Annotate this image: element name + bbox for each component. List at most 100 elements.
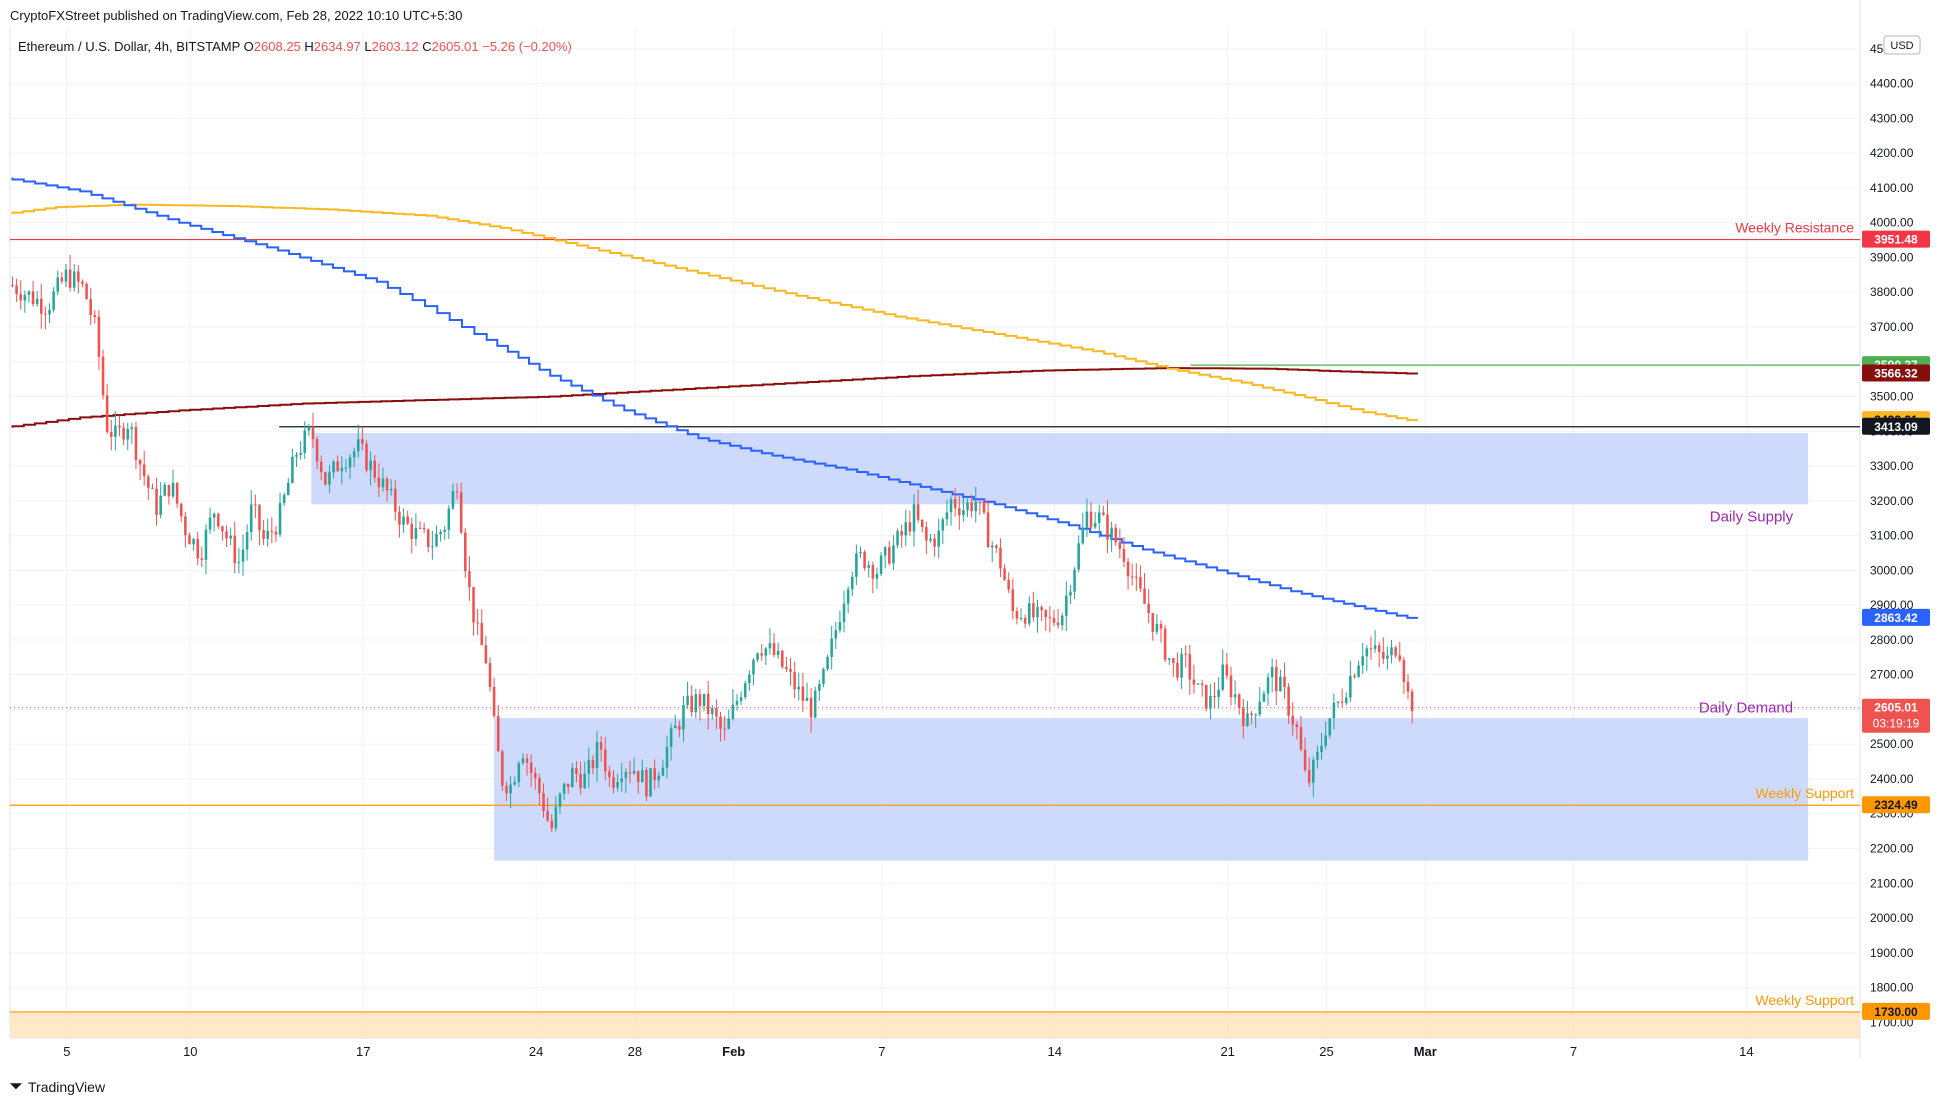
candle-body[interactable] [698, 694, 702, 707]
candle-body[interactable] [818, 683, 821, 691]
candle-body[interactable] [937, 530, 940, 547]
candle-body[interactable] [867, 565, 870, 568]
candle-body[interactable] [151, 487, 154, 489]
candle-body[interactable] [468, 571, 471, 588]
candle-body[interactable] [1200, 683, 1204, 685]
candle-body[interactable] [229, 535, 232, 539]
candle-body[interactable] [727, 718, 731, 729]
candle-body[interactable] [398, 511, 401, 525]
candle-body[interactable] [1336, 701, 1340, 703]
candle-body[interactable] [72, 271, 76, 288]
candle-body[interactable] [665, 746, 669, 768]
candle-body[interactable] [81, 281, 84, 284]
candle-body[interactable] [1316, 752, 1319, 760]
candle-body[interactable] [752, 659, 755, 675]
candle-body[interactable] [200, 558, 204, 560]
candle-body[interactable] [44, 313, 47, 315]
candle-body[interactable] [1102, 512, 1105, 515]
candle-body[interactable] [1073, 569, 1076, 592]
candle-body[interactable] [686, 695, 689, 706]
candle-body[interactable] [912, 504, 916, 532]
candle-body[interactable] [904, 522, 908, 536]
candle-body[interactable] [196, 539, 199, 559]
candle-body[interactable] [1270, 667, 1274, 678]
badge-2324[interactable] [1862, 796, 1930, 814]
candle-body[interactable] [1258, 701, 1262, 715]
candle-body[interactable] [1151, 613, 1155, 632]
candle-body[interactable] [776, 650, 780, 655]
candle-body[interactable] [1036, 607, 1039, 618]
candle-body[interactable] [1007, 579, 1010, 590]
candle-body[interactable] [974, 501, 978, 512]
badge-2605[interactable] [1862, 698, 1930, 733]
candle-body[interactable] [1283, 676, 1286, 687]
candle-body[interactable] [1147, 603, 1150, 614]
candle-body[interactable] [1069, 591, 1072, 596]
candle-body[interactable] [562, 783, 566, 794]
candle-body[interactable] [641, 770, 644, 783]
candle-body[interactable] [1027, 603, 1031, 624]
candle-body[interactable] [344, 467, 348, 469]
candle-body[interactable] [908, 522, 912, 532]
candle-body[interactable] [1225, 664, 1229, 676]
candle-body[interactable] [711, 708, 714, 715]
candle-body[interactable] [599, 742, 603, 750]
candle-body[interactable] [381, 478, 385, 488]
candle-body[interactable] [109, 431, 113, 437]
candle-body[interactable] [842, 603, 846, 622]
candle-body[interactable] [1312, 759, 1315, 783]
candle-body[interactable] [356, 439, 360, 452]
candle-body[interactable] [723, 728, 726, 730]
badge-3566[interactable] [1862, 364, 1930, 382]
candle-body[interactable] [669, 728, 673, 747]
candle-body[interactable] [879, 555, 883, 574]
candle-body[interactable] [608, 771, 611, 778]
candle-body[interactable] [1382, 652, 1385, 659]
candle-body[interactable] [1250, 713, 1253, 715]
candle-body[interactable] [978, 501, 982, 503]
candle-body[interactable] [1139, 577, 1142, 589]
candle-body[interactable] [822, 669, 825, 684]
candle-body[interactable] [254, 504, 257, 506]
candle-body[interactable] [554, 806, 558, 829]
candle-body[interactable] [760, 653, 763, 656]
candle-body[interactable] [579, 773, 582, 788]
candle-body[interactable] [731, 704, 735, 719]
candle-body[interactable] [813, 690, 817, 718]
candle-body[interactable] [653, 768, 656, 781]
candle-body[interactable] [1303, 749, 1307, 771]
candle-body[interactable] [929, 538, 932, 541]
candle-body[interactable] [785, 666, 788, 670]
candle-body[interactable] [348, 457, 352, 468]
candle-body[interactable] [1242, 708, 1245, 726]
candle-body[interactable] [1060, 615, 1064, 626]
candle-body[interactable] [142, 464, 146, 477]
candle-body[interactable] [175, 482, 179, 504]
candle-body[interactable] [126, 428, 130, 440]
candle-body[interactable] [1019, 618, 1023, 620]
candle-body[interactable] [1377, 645, 1381, 653]
candle-body[interactable] [933, 538, 936, 547]
candle-body[interactable] [1114, 527, 1117, 543]
candle-body[interactable] [871, 565, 875, 579]
candle-body[interactable] [249, 504, 253, 533]
candle-body[interactable] [287, 482, 290, 496]
candle-body[interactable] [1023, 618, 1027, 624]
candle-body[interactable] [966, 502, 969, 511]
candle-body[interactable] [962, 510, 965, 516]
candle-body[interactable] [571, 768, 574, 788]
candle-body[interactable] [1390, 647, 1393, 656]
candle-body[interactable] [439, 531, 442, 534]
candle-body[interactable] [632, 770, 636, 774]
candle-body[interactable] [756, 653, 759, 660]
badge-3951[interactable] [1862, 230, 1930, 248]
candle-body[interactable] [612, 777, 615, 788]
candle-body[interactable] [241, 549, 245, 562]
candle-body[interactable] [772, 643, 776, 655]
candle-body[interactable] [27, 291, 31, 295]
candle-body[interactable] [15, 285, 18, 294]
candle-body[interactable] [715, 708, 718, 717]
candle-body[interactable] [505, 785, 508, 794]
candle-body[interactable] [35, 298, 39, 305]
candle-body[interactable] [999, 547, 1002, 569]
